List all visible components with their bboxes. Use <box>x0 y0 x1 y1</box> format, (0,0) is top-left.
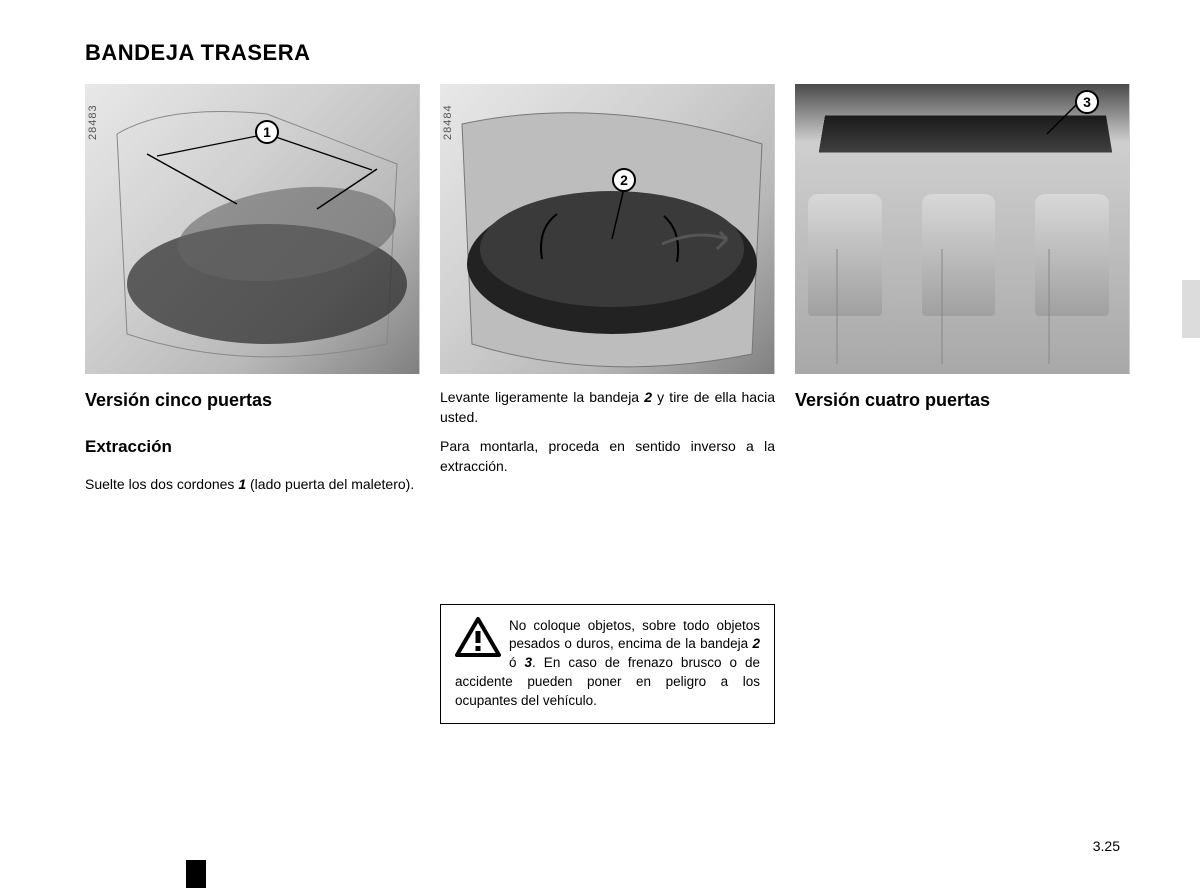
seat-sketch <box>795 84 1129 374</box>
callout-2: 2 <box>612 168 636 192</box>
warning-text-before: No coloque objetos, sobre todo objetos p… <box>509 618 760 652</box>
trunk-sketch-1 <box>85 84 419 374</box>
warning-ref1: 2 <box>752 636 760 651</box>
bottom-index-tab <box>186 860 206 888</box>
col1-text-after: (lado puerta del maletero). <box>246 476 414 492</box>
warning-content: No coloque objetos, sobre todo objetos p… <box>455 617 760 711</box>
page-title: BANDEJA TRASERA <box>85 40 1130 66</box>
col3-heading: Versión cuatro puertas <box>795 390 1130 411</box>
col2-p1-ref: 2 <box>644 389 652 405</box>
columns-container: 28483 1 Versión cinco puertas Extracción <box>85 84 1130 764</box>
column-2: 28484 2 Levante ligeramente la bandeja <box>440 84 775 764</box>
col1-text-ref: 1 <box>238 476 246 492</box>
col1-text: Suelte los dos cordones 1 (lado puerta d… <box>85 475 420 495</box>
illustration-2: 28484 2 <box>440 84 775 374</box>
warning-box: No coloque objetos, sobre todo objetos p… <box>440 604 775 724</box>
warning-text-mid: ó <box>509 655 525 670</box>
side-index-tab <box>1182 280 1200 338</box>
col2-p1: Levante ligeramente la bandeja 2 y tire … <box>440 388 775 427</box>
column-1: 28483 1 Versión cinco puertas Extracción <box>85 84 420 764</box>
col1-text-before: Suelte los dos cordones <box>85 476 238 492</box>
page-number: 3.25 <box>1093 838 1120 854</box>
trunk-svg-2 <box>440 84 774 374</box>
col2-p2: Para montarla, proceda en sentido invers… <box>440 437 775 476</box>
col1-heading: Versión cinco puertas <box>85 390 420 411</box>
warning-ref2: 3 <box>525 655 533 670</box>
col2-p1-before: Levante ligeramente la bandeja <box>440 389 644 405</box>
trunk-svg-1 <box>85 84 419 374</box>
column-3: 30895 3 Versión cuatro puertas <box>795 84 1130 764</box>
illustration-3: 30895 3 <box>795 84 1130 374</box>
callout-1: 1 <box>255 120 279 144</box>
warning-icon <box>455 617 501 659</box>
illustration-1: 28483 1 <box>85 84 420 374</box>
seat-svg <box>795 84 1129 374</box>
callout-3: 3 <box>1075 90 1099 114</box>
warning-text-after: . En caso de frenazo brusco o de acciden… <box>455 655 760 708</box>
trunk-sketch-2 <box>440 84 774 374</box>
col1-subheading: Extracción <box>85 437 420 457</box>
